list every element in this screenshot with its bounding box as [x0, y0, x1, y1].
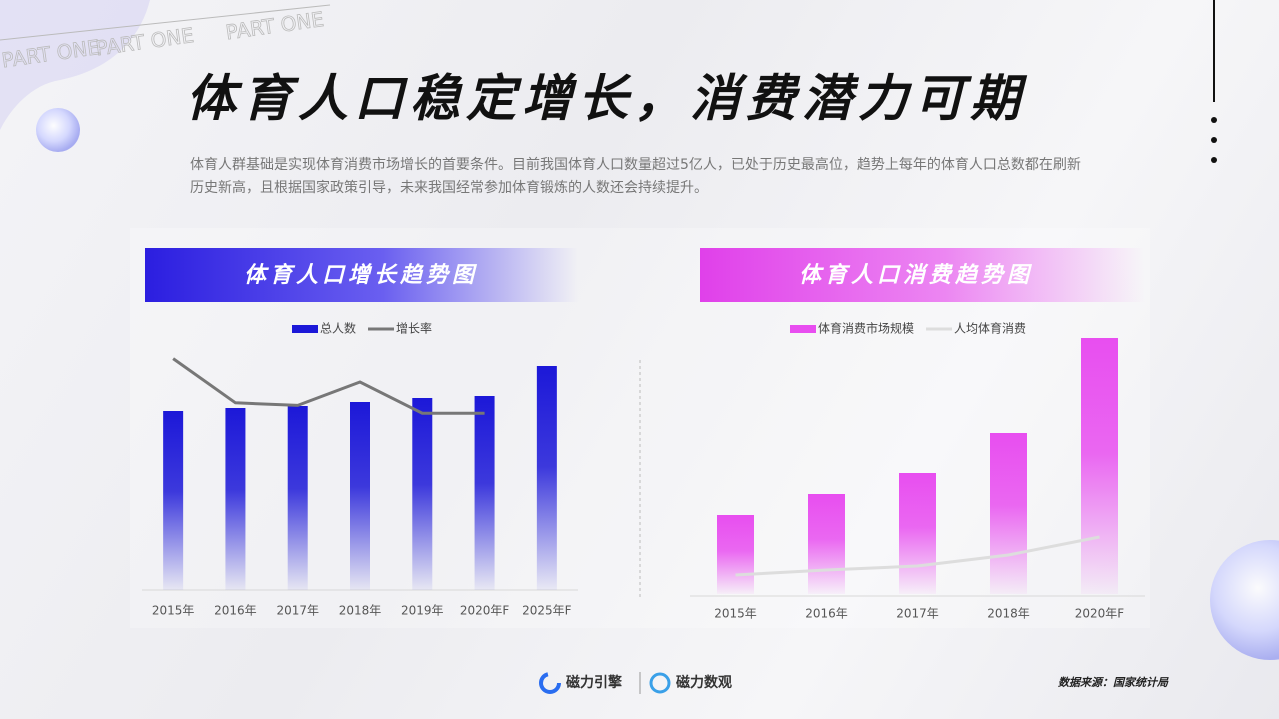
x-tick-label: 2019年	[401, 604, 444, 618]
x-tick-label: 2018年	[987, 607, 1030, 621]
decor-swirl	[0, 0, 150, 130]
chart-title: 体育人口增长趋势图	[244, 262, 478, 288]
chart-banner	[700, 248, 1145, 302]
x-tick-label: 2018年	[339, 604, 382, 618]
bar	[474, 396, 495, 590]
bar	[412, 398, 433, 590]
decor-dot	[1211, 137, 1217, 143]
bar	[990, 433, 1027, 594]
logo-text: 磁力数观	[676, 674, 732, 691]
part-label: PART ONE	[224, 7, 325, 45]
legend-label: 人均体育消费	[954, 321, 1026, 336]
page-title: 体育人口稳定增长，消费潜力可期	[186, 70, 1028, 128]
bar	[536, 366, 557, 590]
line	[172, 357, 485, 415]
legend-label: 增长率	[396, 321, 432, 336]
line	[735, 535, 1100, 577]
x-tick-label: 2025年F	[522, 604, 572, 618]
x-tick-label: 2015年	[152, 604, 195, 618]
logo-icon	[539, 672, 561, 694]
x-tick-label: 2020年F	[460, 604, 510, 618]
x-tick-label: 2015年	[714, 607, 757, 621]
x-tick-label: 2017年	[896, 607, 939, 621]
decor-bubble	[1210, 540, 1279, 660]
bar	[1081, 338, 1118, 594]
chart-title: 体育人口消费趋势图	[799, 262, 1033, 288]
intro-paragraph: 体育人群基础是实现体育消费市场增长的首要条件。目前我国体育人口数量超过5亿人，已…	[190, 157, 1081, 196]
decor-line	[0, 4, 331, 41]
bar	[225, 408, 246, 590]
x-tick-label: 2020年F	[1075, 607, 1125, 621]
x-tick-label: 2016年	[214, 604, 257, 618]
source: 数据来源：国家统计局	[1058, 676, 1169, 689]
bar	[163, 411, 184, 590]
logo-icon	[649, 672, 671, 694]
legend-swatch	[790, 325, 816, 333]
legend-label: 总人数	[320, 321, 356, 336]
x-tick-label: 2017年	[276, 604, 319, 618]
x-tick-label: 2016年	[805, 607, 848, 621]
bar	[899, 473, 936, 594]
bar	[350, 402, 370, 590]
decor-dot	[1211, 157, 1217, 163]
chart-banner	[145, 248, 578, 302]
legend-label: 体育消费市场规模	[818, 321, 914, 336]
bar	[287, 406, 308, 590]
bar	[808, 494, 845, 594]
decor-bubble	[36, 108, 80, 152]
legend-swatch	[292, 325, 318, 333]
bar	[717, 515, 754, 594]
logo-text: 磁力引擎	[566, 674, 622, 691]
decor-dot	[1211, 117, 1217, 123]
